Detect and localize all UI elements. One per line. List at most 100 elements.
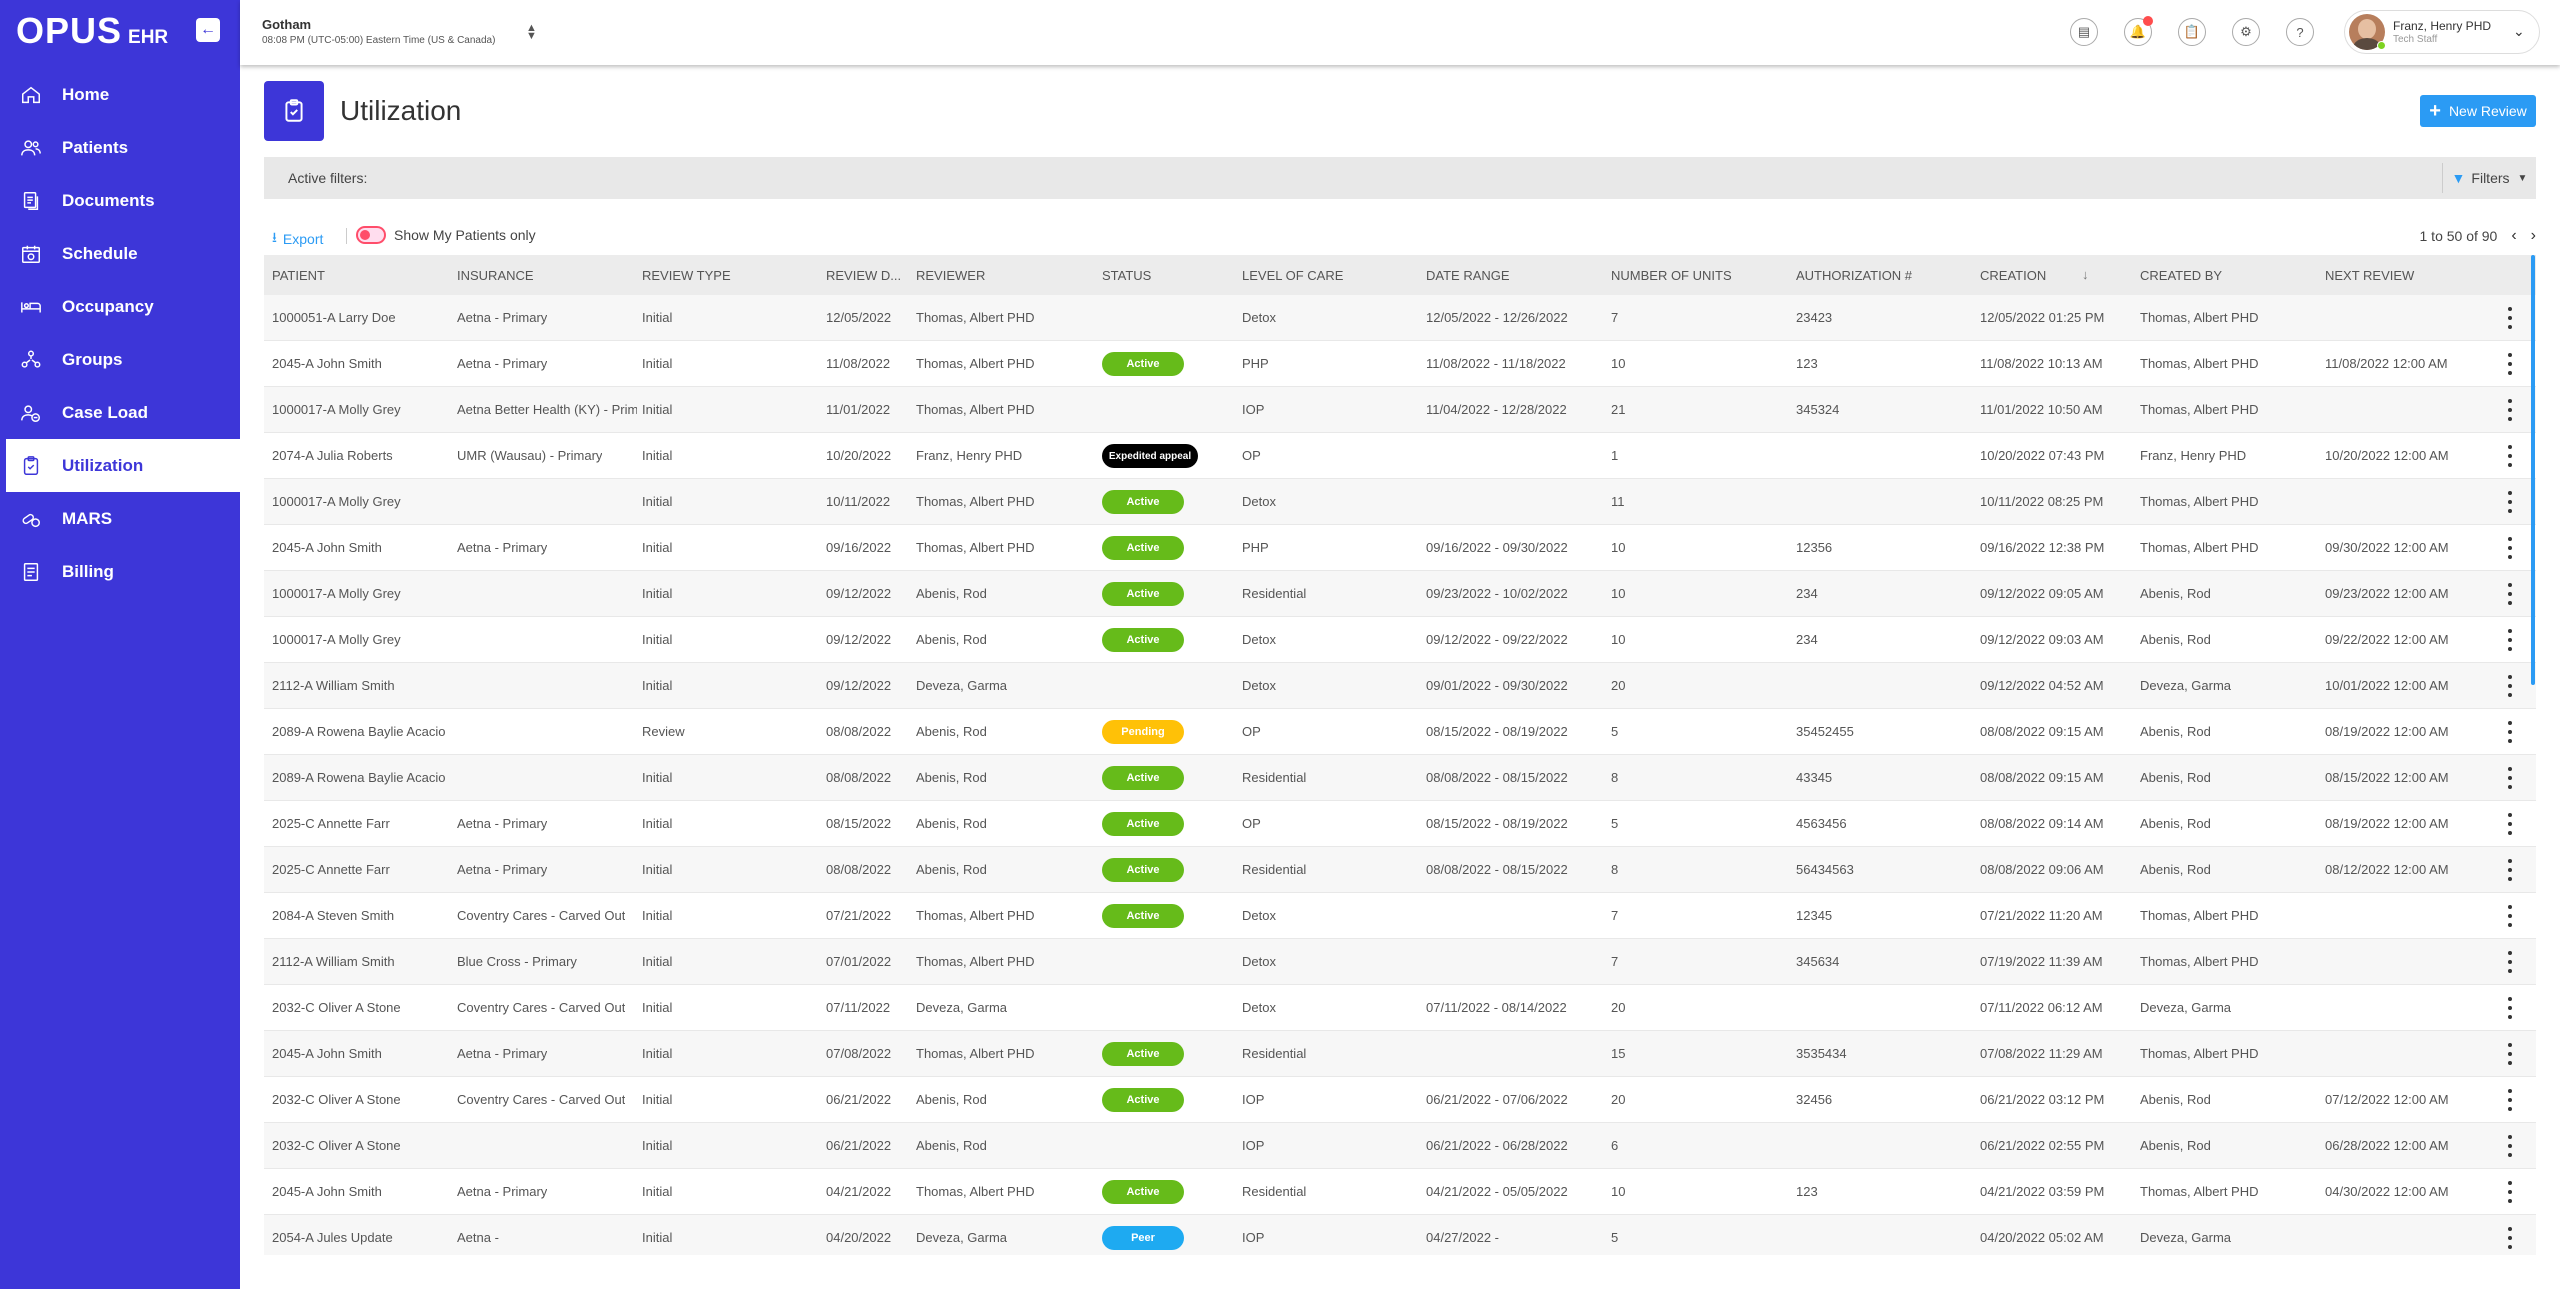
row-actions-kebab-icon[interactable] [2506,443,2514,469]
column-header-patient[interactable]: PATIENT [272,268,325,283]
sidebar-item-mars[interactable]: MARS [0,492,240,545]
sidebar-item-billing[interactable]: Billing [0,545,240,598]
cell-patient[interactable]: 1000017-A Molly Grey [272,632,401,647]
cell-patient[interactable]: 2032-C Oliver A Stone [272,1000,401,1015]
table-row[interactable]: 2032-C Oliver A Stone Coventry Cares - Ca… [264,1077,2536,1123]
row-actions-kebab-icon[interactable] [2506,581,2514,607]
sidebar-item-documents[interactable]: Documents [0,174,240,227]
cell-patient[interactable]: 2089-A Rowena Baylie Acacio [272,724,446,739]
cell-patient[interactable]: 1000017-A Molly Grey [272,402,401,417]
logo[interactable]: OPUS EHR [16,10,168,52]
row-actions-kebab-icon[interactable] [2506,1225,2514,1251]
row-actions-kebab-icon[interactable] [2506,949,2514,975]
table-row[interactable]: 2112-A William Smith Initial 09/12/2022 Dev… [264,663,2536,709]
sidebar-item-case-load[interactable]: Case Load [0,386,240,439]
column-header-level-of-care[interactable]: LEVEL OF CARE [1242,268,1344,283]
row-actions-kebab-icon[interactable] [2506,995,2514,1021]
table-row[interactable]: 1000017-A Molly Grey Initial 09/12/2022 Abe… [264,571,2536,617]
sidebar-item-occupancy[interactable]: Occupancy [0,280,240,333]
location-name[interactable]: Gotham [262,17,312,32]
column-header-number-of-units[interactable]: NUMBER OF UNITS [1611,268,1732,283]
sidebar-item-home[interactable]: Home [0,68,240,121]
table-row[interactable]: 2032-C Oliver A Stone Coventry Cares - Ca… [264,985,2536,1031]
row-actions-kebab-icon[interactable] [2506,673,2514,699]
sidebar-item-patients[interactable]: Patients [0,121,240,174]
cell-patient[interactable]: 2032-C Oliver A Stone [272,1138,401,1153]
row-actions-kebab-icon[interactable] [2506,1041,2514,1067]
collapse-sidebar-button[interactable]: ← [196,18,220,42]
column-header-date-range[interactable]: DATE RANGE [1426,268,1510,283]
table-row[interactable]: 2025-C Annette Farr Aetna - Primary Initia… [264,847,2536,893]
column-header-creation[interactable]: CREATION [1980,268,2047,283]
export-button[interactable]: ⭳ Export [272,227,323,251]
row-actions-kebab-icon[interactable] [2506,1179,2514,1205]
sidebar-item-utilization[interactable]: Utilization [0,439,240,492]
help-icon[interactable]: ? [2286,18,2314,46]
table-row[interactable]: 2032-C Oliver A Stone Initial 06/21/2022 Ab… [264,1123,2536,1169]
cell-patient[interactable]: 1000017-A Molly Grey [272,586,401,601]
filters-button[interactable]: ▼ Filters ▼ [2442,163,2536,193]
sidebar-item-schedule[interactable]: Schedule [0,227,240,280]
cell-patient[interactable]: 1000051-A Larry Doe [272,310,396,325]
cell-patient[interactable]: 2112-A William Smith [272,678,395,693]
column-header-insurance[interactable]: INSURANCE [457,268,534,283]
previous-page-icon[interactable]: ‹ [2511,227,2517,244]
row-actions-kebab-icon[interactable] [2506,719,2514,745]
cell-patient[interactable]: 2045-A John Smith [272,1046,382,1061]
table-row[interactable]: 2089-A Rowena Baylie Acacio Review 08/08/2… [264,709,2536,755]
row-actions-kebab-icon[interactable] [2506,627,2514,653]
row-actions-kebab-icon[interactable] [2506,305,2514,331]
notifications-bell-icon[interactable]: 🔔 [2124,16,2153,46]
user-menu[interactable]: Franz, Henry PHD Tech Staff ⌄ [2344,10,2540,54]
row-actions-kebab-icon[interactable] [2506,903,2514,929]
cell-patient[interactable]: 2025-C Annette Farr [272,816,390,831]
cell-patient[interactable]: 2045-A John Smith [272,1184,382,1199]
table-row[interactable]: 2025-C Annette Farr Aetna - Primary Initia… [264,801,2536,847]
table-row[interactable]: 2112-A William Smith Blue Cross - Primary… [264,939,2536,985]
cell-patient[interactable]: 2045-A John Smith [272,540,382,555]
table-row[interactable]: 2089-A Rowena Baylie Acacio Initial 08/08/… [264,755,2536,801]
row-actions-kebab-icon[interactable] [2506,1087,2514,1113]
column-header-review-d[interactable]: REVIEW D... [826,268,902,283]
cell-patient[interactable]: 2112-A William Smith [272,954,395,969]
table-row[interactable]: 1000017-A Molly Grey Initial 10/11/2022 Tho… [264,479,2536,525]
cell-patient[interactable]: 2025-C Annette Farr [272,862,390,877]
column-header-reviewer[interactable]: REVIEWER [916,268,986,283]
row-actions-kebab-icon[interactable] [2506,765,2514,791]
row-actions-kebab-icon[interactable] [2506,857,2514,883]
column-header-next-review[interactable]: NEXT REVIEW [2325,268,2415,283]
table-row[interactable]: 2045-A John Smith Aetna - Primary Initial 0… [264,1169,2536,1215]
row-actions-kebab-icon[interactable] [2506,1133,2514,1159]
my-patients-toggle[interactable] [356,226,386,244]
row-actions-kebab-icon[interactable] [2506,535,2514,561]
settings-gear-icon[interactable]: ⚙ [2232,18,2260,46]
cell-patient[interactable]: 2089-A Rowena Baylie Acacio [272,770,446,785]
sidebar-item-groups[interactable]: Groups [0,333,240,386]
table-row[interactable]: 2045-A John Smith Aetna - Primary Initial 0… [264,525,2536,571]
location-switch-icon[interactable]: ▲ ▼ [526,22,537,42]
cell-patient[interactable]: 2074-A Julia Roberts [272,448,393,463]
sort-descending-icon[interactable]: ↓ [2082,267,2089,282]
table-row[interactable]: 2074-A Julia Roberts UMR (Wausau) - Prima… [264,433,2536,479]
next-page-icon[interactable]: › [2530,227,2536,244]
table-row[interactable]: 2045-A John Smith Aetna - Primary Initial 1… [264,341,2536,387]
row-actions-kebab-icon[interactable] [2506,351,2514,377]
table-row[interactable]: 1000017-A Molly Grey Initial 09/12/2022 Abe… [264,617,2536,663]
table-scrollbar[interactable] [2531,255,2535,685]
column-header-created-by[interactable]: CREATED BY [2140,268,2223,283]
row-actions-kebab-icon[interactable] [2506,811,2514,837]
cell-patient[interactable]: 1000017-A Molly Grey [272,494,401,509]
table-row[interactable]: 2054-A Jules Update Aetna - Initial 04/20/2… [264,1215,2536,1255]
row-actions-kebab-icon[interactable] [2506,489,2514,515]
table-row[interactable]: 1000051-A Larry Doe Aetna - Primary Initia… [264,295,2536,341]
column-header-review-type[interactable]: REVIEW TYPE [642,268,731,283]
cell-patient[interactable]: 2032-C Oliver A Stone [272,1092,401,1107]
column-header-status[interactable]: STATUS [1102,268,1152,283]
table-row[interactable]: 2045-A John Smith Aetna - Primary Initial 0… [264,1031,2536,1077]
column-header-authorization[interactable]: AUTHORIZATION # [1796,268,1913,283]
new-review-button[interactable]: + New Review [2420,95,2536,127]
table-row[interactable]: 2084-A Steven Smith Coventry Cares - Carv… [264,893,2536,939]
messages-icon[interactable]: ▤ [2070,18,2098,46]
cell-patient[interactable]: 2045-A John Smith [272,356,382,371]
cell-patient[interactable]: 2054-A Jules Update [272,1230,393,1245]
